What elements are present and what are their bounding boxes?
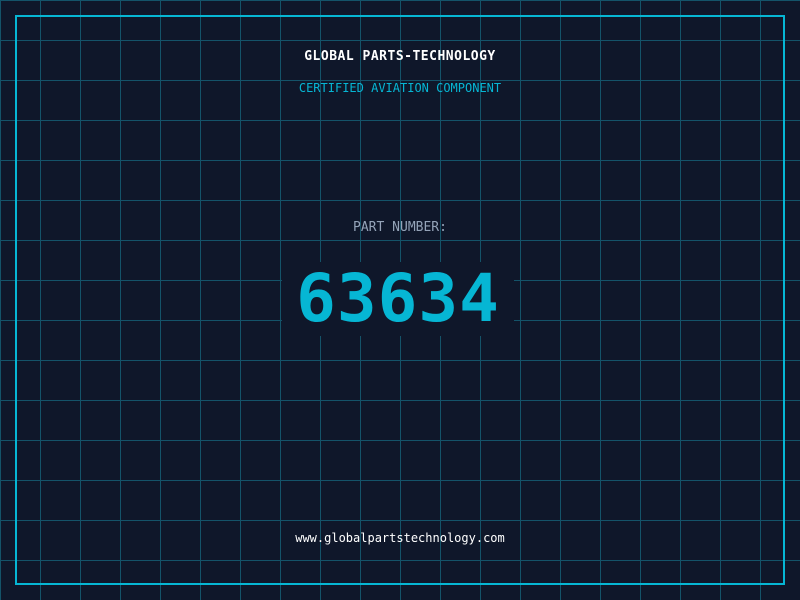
website-url: www.globalpartstechnology.com xyxy=(295,531,505,545)
certification-subtitle: CERTIFIED AVIATION COMPONENT xyxy=(298,81,502,95)
company-title: GLOBAL PARTS-TECHNOLOGY xyxy=(304,49,496,64)
part-number-value: 63634 xyxy=(282,262,514,336)
border-frame xyxy=(15,15,785,585)
part-number-label: PART NUMBER: xyxy=(353,220,447,235)
